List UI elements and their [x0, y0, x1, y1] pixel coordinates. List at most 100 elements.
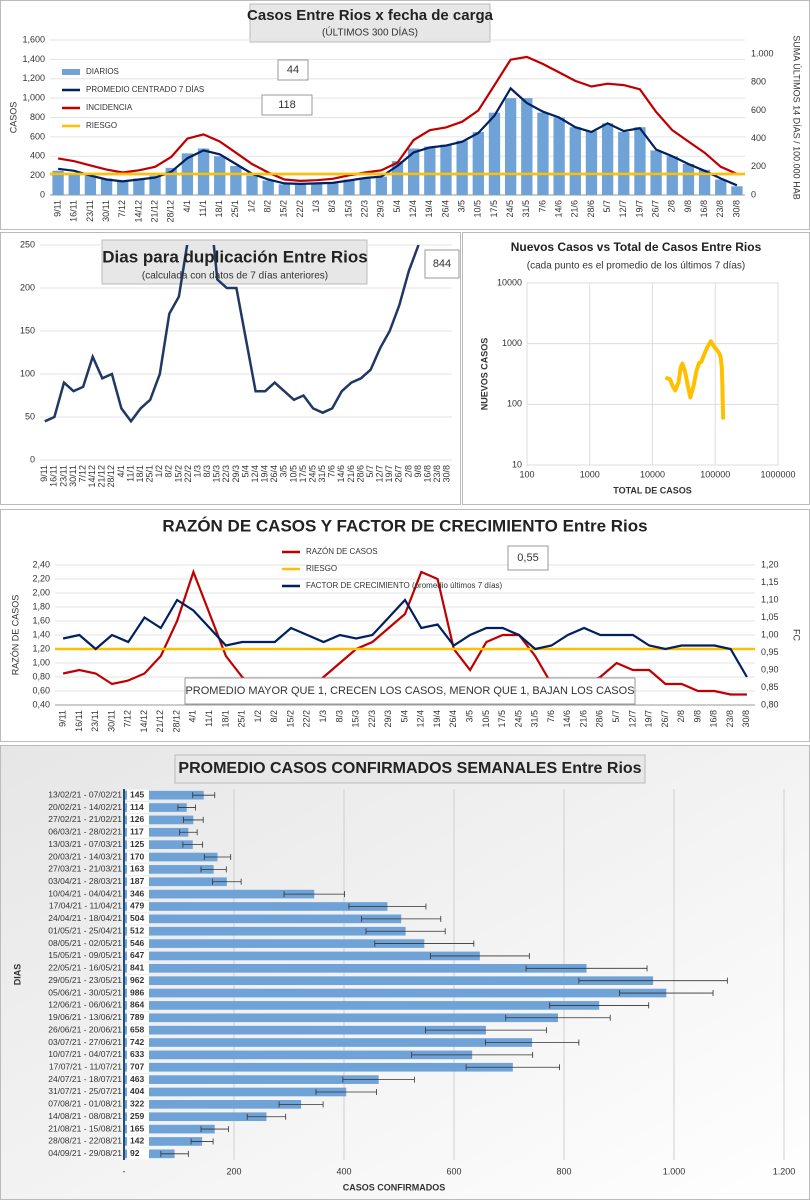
x-tick-label: 7/6: [537, 200, 547, 213]
error-bar: [525, 965, 648, 972]
category-label: 22/05/21 - 16/05/21: [48, 963, 122, 973]
bar: [715, 179, 727, 195]
bar: [246, 175, 258, 195]
bar: [504, 98, 517, 195]
x-tick-label: 25/1: [230, 200, 240, 218]
y2-tick-label: 0,95: [761, 647, 779, 657]
y-tick-label: 200: [30, 170, 45, 180]
y-tick-label: 2,00: [32, 587, 50, 597]
x-tick-label: 30/8: [731, 200, 741, 218]
category-label: 05/06/21 - 30/05/21: [48, 987, 122, 997]
x-tick-label: 26/7: [650, 200, 660, 218]
annotation-box: [184, 677, 636, 705]
bar: [124, 1025, 486, 1035]
y-tick-label: 10: [512, 459, 522, 469]
value-label: 322: [130, 1099, 144, 1109]
y-tick-label: 150: [20, 325, 35, 335]
value-label-box: [127, 950, 149, 962]
x-tick-label: 28/6: [586, 200, 596, 218]
x-tick-label: 19/7: [634, 200, 644, 218]
line-series: [57, 55, 738, 183]
value-label-box: [127, 913, 149, 925]
y-axis-title: CASOS: [8, 102, 18, 134]
x-tick-label: 5/7: [365, 465, 375, 478]
category-label: 03/07/21 - 27/06/21: [48, 1037, 122, 1047]
bar: [214, 156, 226, 195]
bar: [585, 131, 598, 195]
chart-subtitle: (cada punto es el promedio de los último…: [527, 261, 745, 272]
x-tick-label: 8/2: [263, 200, 273, 213]
category-label: 19/06/21 - 13/06/21: [48, 1012, 122, 1022]
y-tick-label: 1,00: [32, 657, 50, 667]
x-tick-label: 17/5: [298, 465, 308, 483]
x-tick-label: 5/4: [399, 710, 409, 723]
x-tick-label: 30/11: [106, 710, 116, 732]
chart-subtitle: (calculada con datos de 7 días anteriore…: [142, 271, 328, 282]
scatter-trace: [665, 339, 726, 420]
x-tick-label: 30/8: [741, 710, 751, 728]
category-label: 27/03/21 - 21/03/21: [48, 864, 122, 874]
error-bar: [578, 977, 728, 984]
annotation-box: [277, 59, 309, 81]
error-bar: [429, 952, 530, 959]
value-label-box: [127, 1024, 149, 1036]
value-label: 633: [130, 1049, 144, 1059]
bar: [124, 1001, 600, 1010]
x-tick-label: 5/7: [611, 710, 621, 723]
x-tick-label: 16/8: [709, 710, 719, 728]
x-tick-label: 31/5: [530, 710, 540, 728]
x-tick-label: 1/2: [154, 465, 164, 478]
bar: [124, 902, 388, 911]
category-label: 03/04/21 - 28/03/21: [48, 876, 122, 886]
category-label: 20/03/21 - 14/03/21: [48, 851, 122, 861]
y-axis-title: NUEVOS CASOS: [479, 338, 489, 411]
x-tick-label: 16/11: [74, 710, 84, 732]
error-bar: [619, 990, 714, 997]
x-tick-label: 14/12: [133, 200, 143, 223]
chart-title: PROMEDIO CASOS CONFIRMADOS SEMANALES Ent…: [178, 760, 641, 777]
error-bar: [411, 1051, 534, 1058]
x-tick-label: 2/8: [667, 200, 677, 213]
value-label-box: [127, 1111, 149, 1123]
y-axis-title: DIAS: [12, 964, 22, 986]
error-bar: [425, 1027, 547, 1034]
x-tick-label: 10000: [640, 469, 665, 479]
bar: [698, 169, 711, 195]
legend-label: PROMEDIO CENTRADO 7 DÍAS: [86, 85, 204, 94]
annotation: 844: [433, 258, 451, 270]
bar: [124, 803, 187, 812]
line-series: [44, 245, 420, 424]
x-tick-label: 21/12: [155, 710, 165, 733]
value-label: 126: [130, 814, 144, 824]
x-tick-label: 29/3: [383, 710, 393, 728]
category-label: 15/05/21 - 09/05/21: [48, 950, 122, 960]
x-tick-label: 28/12: [106, 465, 116, 488]
error-bar: [505, 1014, 611, 1021]
annotation-box: [507, 545, 549, 571]
value-label-box: [127, 1135, 149, 1148]
x-tick-label: 4/1: [116, 465, 126, 478]
line-series: [62, 568, 747, 700]
y2-tick-label: 400: [751, 133, 766, 143]
value-label: 707: [130, 1062, 144, 1072]
value-label-box: [127, 789, 149, 801]
value-label: 647: [130, 950, 144, 960]
x-tick-label: 4/1: [182, 200, 192, 213]
bar: [408, 148, 420, 195]
y-tick-label: 1,200: [22, 73, 45, 83]
x-tick-label: 21/6: [578, 710, 588, 728]
y-tick-label: 600: [30, 131, 45, 141]
x-tick-label: 28/6: [595, 710, 605, 728]
panel: [462, 232, 810, 505]
value-label: 259: [130, 1111, 144, 1121]
y2-tick-label: 1,05: [761, 612, 779, 622]
value-label: 986: [130, 987, 144, 997]
y2-tick-label: 1.000: [751, 48, 774, 58]
value-label-box: [127, 814, 149, 826]
x-tick-label: 15/3: [351, 710, 361, 728]
x-tick-label: 22/2: [183, 465, 193, 483]
bar: [537, 112, 549, 195]
bar: [124, 926, 406, 936]
legend-label: RIESGO: [306, 564, 337, 573]
